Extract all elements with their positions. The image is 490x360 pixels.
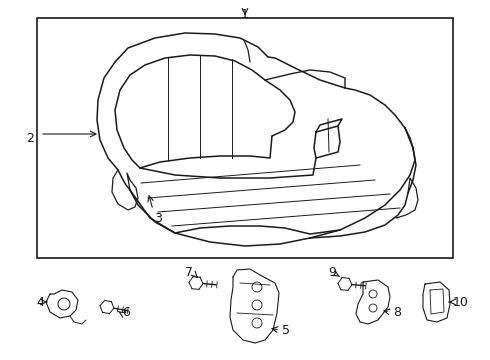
Text: 2: 2 bbox=[26, 131, 34, 144]
Text: 10: 10 bbox=[453, 296, 469, 309]
Text: 3: 3 bbox=[154, 212, 162, 225]
Text: 4: 4 bbox=[36, 296, 44, 309]
Text: 9: 9 bbox=[328, 266, 336, 279]
Text: 1: 1 bbox=[241, 8, 249, 21]
Bar bbox=[37, 18, 453, 258]
Text: 5: 5 bbox=[282, 324, 290, 337]
Text: 7: 7 bbox=[185, 266, 193, 279]
Text: 6: 6 bbox=[122, 306, 130, 320]
Text: 8: 8 bbox=[393, 306, 401, 320]
